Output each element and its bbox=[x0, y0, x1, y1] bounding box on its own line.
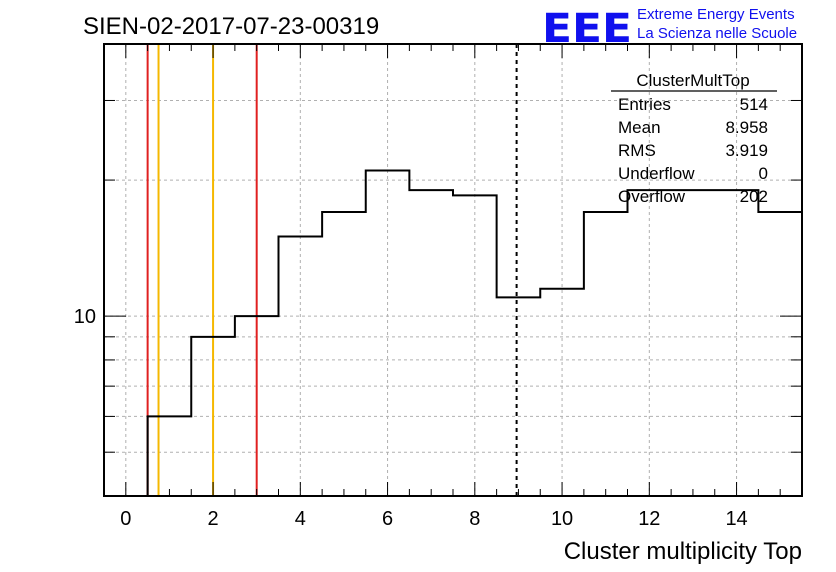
x-axis-label: Cluster multiplicity Top bbox=[564, 538, 802, 565]
x-tick-label: 12 bbox=[638, 508, 660, 530]
x-tick-label: 10 bbox=[551, 508, 573, 530]
stats-label-entries: Entries bbox=[618, 95, 671, 114]
chart-title: SIEN-02-2017-07-23-00319 bbox=[83, 13, 379, 40]
x-tick-label: 2 bbox=[208, 508, 219, 530]
x-tick-label: 8 bbox=[469, 508, 480, 530]
x-tick-label: 6 bbox=[382, 508, 393, 530]
eee-logo-line2: La Scienza nelle Scuole bbox=[637, 25, 797, 42]
eee-logo-line1: Extreme Energy Events bbox=[637, 6, 795, 23]
marker-lines bbox=[146, 44, 518, 496]
axes: 10 0 2 4 6 8 10 12 14 bbox=[74, 43, 803, 530]
stats-box-name: ClusterMultTop bbox=[636, 71, 749, 90]
grid-lines bbox=[104, 44, 802, 496]
plot-frame bbox=[103, 43, 803, 497]
stats-value-overflow: 202 bbox=[740, 187, 768, 206]
eee-logo: EEE Extreme Energy Events La Scienza nel… bbox=[542, 6, 797, 52]
histogram-bins bbox=[146, 169, 802, 496]
stats-box: ClusterMultTop Entries 514 Mean 8.958 RM… bbox=[611, 71, 777, 206]
y-tick-label: 10 bbox=[74, 306, 96, 328]
stats-value-entries: 514 bbox=[740, 95, 768, 114]
stats-value-underflow: 0 bbox=[759, 164, 768, 183]
stats-value-rms: 3.919 bbox=[725, 141, 768, 160]
x-tick-label: 14 bbox=[725, 508, 747, 530]
stats-value-mean: 8.958 bbox=[725, 118, 768, 137]
histogram-outline bbox=[146, 169, 802, 496]
x-tick-label: 4 bbox=[295, 508, 306, 530]
stats-label-overflow: Overflow bbox=[618, 187, 686, 206]
stats-label-mean: Mean bbox=[618, 118, 661, 137]
x-tick-label: 0 bbox=[120, 508, 131, 530]
eee-logo-mark: EEE bbox=[542, 6, 632, 52]
stats-label-underflow: Underflow bbox=[618, 164, 695, 183]
stats-label-rms: RMS bbox=[618, 141, 656, 160]
